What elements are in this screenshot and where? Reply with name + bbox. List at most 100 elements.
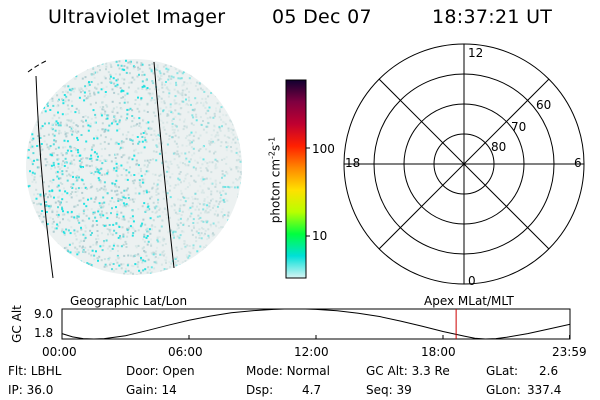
image-speckle: [28, 184, 31, 187]
image-speckle: [61, 91, 64, 94]
image-speckle: [221, 125, 223, 128]
gain-value: 14: [161, 383, 177, 397]
image-speckle: [196, 205, 198, 208]
image-speckle: [160, 225, 163, 228]
image-speckle: [69, 120, 72, 123]
image-speckle: [101, 122, 104, 125]
image-speckle: [131, 215, 134, 218]
image-speckle: [40, 212, 43, 215]
x-tick-label-06: 06:00: [168, 345, 203, 359]
image-speckle: [137, 142, 140, 145]
image-speckle: [189, 184, 191, 187]
image-speckle: [105, 68, 107, 71]
colorbar-tick-10: 10: [312, 229, 328, 243]
image-speckle: [187, 256, 190, 259]
image-speckle: [193, 109, 196, 112]
status-glon-label: GLon:: [486, 383, 521, 397]
image-speckle: [199, 134, 202, 137]
image-speckle: [36, 145, 39, 147]
image-speckle: [164, 83, 166, 86]
image-speckle: [174, 256, 176, 259]
image-speckle: [87, 116, 90, 119]
image-speckle: [77, 219, 80, 222]
image-speckle: [114, 73, 117, 76]
image-speckle: [145, 122, 148, 125]
image-speckle: [169, 77, 172, 80]
image-speckle: [111, 100, 114, 103]
image-speckle: [69, 232, 72, 235]
image-speckle: [68, 194, 71, 197]
image-speckle: [206, 211, 209, 214]
image-speckle: [158, 137, 161, 140]
image-speckle: [41, 220, 44, 223]
image-speckle: [51, 181, 54, 184]
image-speckle: [187, 104, 190, 106]
image-speckle: [62, 99, 65, 102]
image-speckle: [109, 262, 112, 265]
image-speckle: [151, 92, 154, 95]
image-speckle: [158, 77, 161, 80]
image-speckle: [139, 185, 142, 188]
image-speckle: [31, 180, 34, 183]
image-speckle: [65, 201, 68, 203]
image-speckle: [155, 134, 158, 137]
image-speckle: [192, 198, 194, 201]
meridian-line-left: [35, 75, 54, 279]
image-speckle: [156, 66, 159, 69]
image-speckle: [130, 174, 133, 177]
image-speckle: [210, 190, 213, 193]
image-speckle: [66, 166, 69, 169]
image-speckle: [33, 159, 35, 162]
flt-value: LBHL: [30, 364, 62, 378]
image-speckle: [57, 215, 60, 218]
image-speckle: [184, 164, 187, 167]
image-speckle: [70, 100, 73, 103]
image-speckle: [239, 171, 242, 174]
image-speckle: [199, 203, 201, 205]
image-speckle: [127, 197, 130, 199]
image-speckle: [67, 85, 70, 88]
image-speckle: [103, 258, 106, 261]
image-speckle: [66, 119, 69, 122]
image-speckle: [58, 132, 60, 135]
image-speckle: [152, 72, 155, 75]
image-speckle: [100, 212, 103, 215]
image-speckle: [179, 234, 182, 237]
image-speckle: [107, 114, 110, 117]
image-speckle: [206, 168, 209, 171]
image-speckle: [239, 176, 242, 179]
image-speckle: [199, 245, 202, 248]
image-speckle: [164, 259, 167, 262]
image-speckle: [109, 63, 112, 66]
image-speckle: [184, 260, 187, 263]
image-speckle: [163, 253, 166, 255]
image-speckle: [102, 196, 105, 199]
image-speckle: [96, 170, 99, 173]
image-speckle: [225, 114, 228, 117]
image-speckle: [134, 103, 137, 105]
image-speckle: [184, 89, 187, 92]
image-speckle: [107, 142, 110, 145]
image-speckle: [111, 182, 114, 185]
image-speckle: [96, 158, 99, 161]
image-speckle: [223, 121, 226, 124]
image-speckle: [109, 80, 112, 83]
image-speckle: [136, 263, 139, 266]
image-speckle: [202, 228, 205, 230]
image-speckle: [89, 125, 92, 128]
image-speckle: [102, 214, 105, 217]
image-speckle: [183, 196, 186, 199]
image-speckle: [169, 103, 172, 106]
image-speckle: [218, 200, 221, 203]
image-speckle: [56, 94, 59, 97]
image-speckle: [82, 116, 85, 118]
image-speckle: [197, 174, 200, 177]
image-speckle: [178, 172, 181, 175]
image-speckle: [113, 229, 116, 232]
image-speckle: [219, 108, 221, 111]
image-speckle: [118, 60, 121, 63]
image-speckle: [157, 205, 160, 208]
polar-lat-60: 60: [536, 98, 552, 112]
image-speckle: [125, 134, 128, 137]
image-speckle: [117, 257, 120, 260]
